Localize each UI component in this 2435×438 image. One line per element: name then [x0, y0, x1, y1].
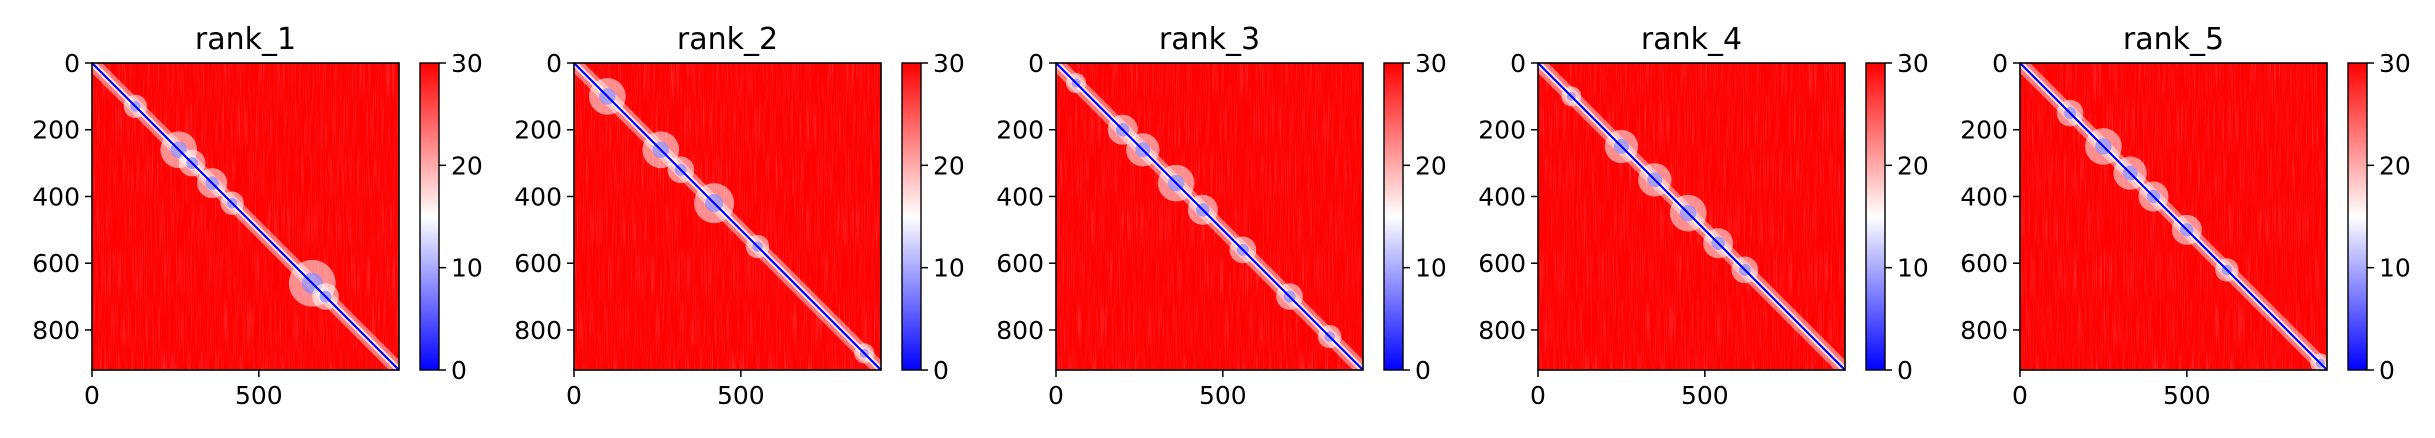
colorbar-tick-label: 0 — [1415, 356, 1431, 385]
colorbar-frame — [419, 62, 440, 371]
x-tick-label: 0 — [2012, 381, 2028, 410]
chart-title: rank_4 — [1641, 22, 1742, 57]
y-tick-label: 400 — [32, 182, 80, 211]
colorbar-tick-label: 20 — [451, 151, 483, 180]
y-tick-label: 0 — [64, 49, 80, 78]
colorbar-tick-label: 10 — [1897, 254, 1929, 283]
y-tick-label: 800 — [514, 316, 562, 345]
colorbar — [1866, 63, 1885, 370]
x-tick-label: 0 — [1530, 381, 1546, 410]
y-tick-label: 600 — [996, 249, 1044, 278]
colorbar-tick-label: 30 — [1415, 49, 1447, 78]
colorbar — [2348, 63, 2367, 370]
y-tick-label: 400 — [1478, 182, 1526, 211]
y-tick-label: 800 — [1960, 316, 2008, 345]
y-tick-label: 0 — [1992, 49, 2008, 78]
colorbar-tick-label: 10 — [933, 254, 965, 283]
x-tick-label: 500 — [1199, 381, 1247, 410]
y-tick-label: 800 — [32, 316, 80, 345]
colorbar — [420, 63, 439, 370]
colorbar-tick-label: 0 — [933, 356, 949, 385]
y-tick-label: 800 — [1478, 316, 1526, 345]
y-tick-label: 0 — [1028, 49, 1044, 78]
y-tick-label: 800 — [996, 316, 1044, 345]
y-tick-label: 600 — [1478, 249, 1526, 278]
chart-title: rank_3 — [1159, 22, 1260, 57]
colorbar-tick-label: 0 — [2379, 356, 2395, 385]
colorbar-tick-label: 20 — [1897, 151, 1929, 180]
diagonal-line — [573, 62, 882, 371]
colorbar — [1384, 63, 1403, 370]
y-tick-label: 600 — [32, 249, 80, 278]
x-tick-label: 500 — [235, 381, 283, 410]
x-tick-label: 0 — [566, 381, 582, 410]
colorbar-tick-label: 30 — [2379, 49, 2411, 78]
colorbar-tick-label: 30 — [933, 49, 965, 78]
chart-panel-3: rank_3 0 200 400 600 800 0 500 0 10 20 30 — [996, 22, 1447, 410]
plot-frame — [1537, 62, 1846, 371]
chart-title: rank_1 — [195, 22, 296, 57]
y-tick-label: 600 — [1960, 249, 2008, 278]
x-tick-label: 500 — [717, 381, 765, 410]
colorbar-frame — [2347, 62, 2368, 371]
colorbar-tick-label: 30 — [1897, 49, 1929, 78]
y-tick-label: 200 — [32, 116, 80, 145]
y-tick-label: 200 — [514, 116, 562, 145]
colorbar — [902, 63, 921, 370]
y-tick-label: 200 — [1478, 116, 1526, 145]
colorbar-tick-label: 0 — [451, 356, 467, 385]
x-tick-label: 0 — [84, 381, 100, 410]
colorbar-frame — [1383, 62, 1404, 371]
y-tick-label: 600 — [514, 249, 562, 278]
colorbar-tick-label: 20 — [933, 151, 965, 180]
y-tick-label: 400 — [996, 182, 1044, 211]
chart-panel-5: rank_5 0 200 400 600 800 0 500 0 10 20 30 — [1960, 22, 2411, 410]
plot-frame — [573, 62, 882, 371]
colorbar-tick-label: 20 — [2379, 151, 2411, 180]
colorbar-tick-label: 20 — [1415, 151, 1447, 180]
y-tick-label: 400 — [1960, 182, 2008, 211]
chart-panel-2: rank_2 0 200 400 600 800 0 500 0 10 20 30 — [514, 22, 965, 410]
x-tick-label: 500 — [2163, 381, 2211, 410]
colorbar-frame — [1865, 62, 1886, 371]
y-tick-label: 400 — [514, 182, 562, 211]
colorbar-frame — [901, 62, 922, 371]
diagonal-line — [1055, 62, 1364, 371]
chart-panel-4: rank_4 0 200 400 600 800 0 500 0 10 20 30 — [1478, 22, 1929, 410]
y-tick-label: 0 — [546, 49, 562, 78]
colorbar-tick-label: 10 — [2379, 254, 2411, 283]
plot-frame — [1055, 62, 1364, 371]
diagonal-line — [91, 62, 400, 371]
y-tick-label: 200 — [996, 116, 1044, 145]
x-tick-label: 500 — [1681, 381, 1729, 410]
plot-frame — [2019, 62, 2328, 371]
colorbar-tick-label: 10 — [1415, 254, 1447, 283]
diagonal-line — [2019, 62, 2328, 371]
colorbar-tick-label: 0 — [1897, 356, 1913, 385]
plot-frame — [91, 62, 400, 371]
y-tick-label: 0 — [1510, 49, 1526, 78]
chart-title: rank_2 — [677, 22, 778, 57]
chart-panel-1: rank_1 0 200 400 600 800 0 500 0 10 20 30 — [32, 22, 483, 410]
y-tick-label: 200 — [1960, 116, 2008, 145]
colorbar-tick-label: 10 — [451, 254, 483, 283]
x-tick-label: 0 — [1048, 381, 1064, 410]
diagonal-line — [1537, 62, 1846, 371]
chart-title: rank_5 — [2123, 22, 2224, 57]
colorbar-tick-label: 30 — [451, 49, 483, 78]
